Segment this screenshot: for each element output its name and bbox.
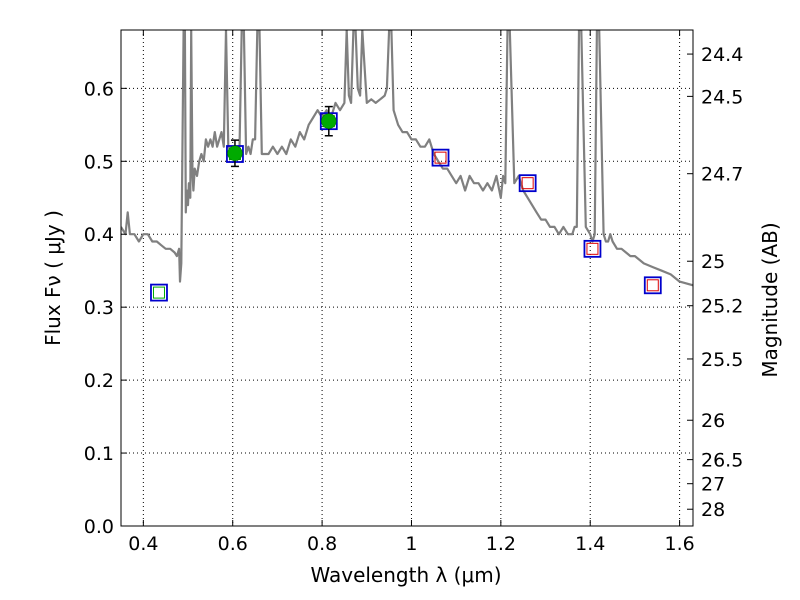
x-tick-label: 0.6: [218, 533, 248, 555]
axis-ticks: 0.4 0.6 0.8 1 1.2 1.4 1.6 0.0 0.1 0.2 0.3 0.4 0.5 0.6…: [84, 30, 743, 555]
plot-data: [121, 30, 693, 302]
magnitude-tick-label: 26.5: [701, 450, 743, 472]
magnitude-tick-label: 24.4: [701, 44, 743, 66]
model-photometry-box: [150, 283, 168, 302]
y-tick-label: 0.5: [84, 151, 114, 173]
x-tick-label: 1.4: [575, 533, 605, 555]
y-axis-label-left: Flux Fν ( μJy ): [41, 210, 65, 346]
y-tick-label: 0.0: [84, 516, 114, 538]
magnitude-tick-label: 26: [701, 410, 725, 432]
x-tick-label: 0.8: [307, 533, 337, 555]
magnitude-tick-label: 25.5: [701, 349, 743, 371]
magnitude-tick-label: 28: [701, 499, 725, 521]
magnitude-tick-label: 25: [701, 251, 725, 273]
model-photometry-box-inner: [152, 286, 165, 299]
model-photometry-box: [583, 239, 602, 258]
model-photometry-box-inner: [646, 279, 659, 292]
x-tick-label: 1.6: [664, 533, 694, 555]
magnitude-tick-label: 25.2: [701, 296, 743, 318]
y-tick-label: 0.1: [84, 443, 114, 465]
x-axis-label: Wavelength λ (μm): [310, 563, 501, 587]
model-photometry-box: [643, 276, 662, 295]
model-photometry-box: [518, 174, 537, 193]
x-tick-label: 1.2: [486, 533, 516, 555]
detection-point: [227, 145, 243, 162]
model-photometry-box-inner: [586, 242, 599, 255]
y-tick-label: 0.2: [84, 370, 114, 392]
spectrum-line: [121, 30, 693, 287]
model-photometry-box: [431, 148, 450, 167]
y-tick-label: 0.6: [84, 78, 114, 100]
x-tick-label: 0.4: [128, 533, 158, 555]
magnitude-tick-label: 24.7: [701, 164, 743, 186]
magnitude-tick-label: 24.5: [701, 86, 743, 108]
x-tick-label: 1: [405, 533, 417, 555]
detection-point: [321, 113, 337, 129]
model-photometry-box-inner: [434, 151, 447, 164]
y-tick-label: 0.4: [84, 224, 114, 246]
y-axis-label-right: Magnitude (AB): [758, 222, 782, 377]
magnitude-tick-label: 27: [701, 474, 725, 496]
model-photometry-box-inner: [521, 177, 534, 190]
y-tick-label: 0.3: [84, 297, 114, 319]
plot-frame: [120, 29, 694, 527]
